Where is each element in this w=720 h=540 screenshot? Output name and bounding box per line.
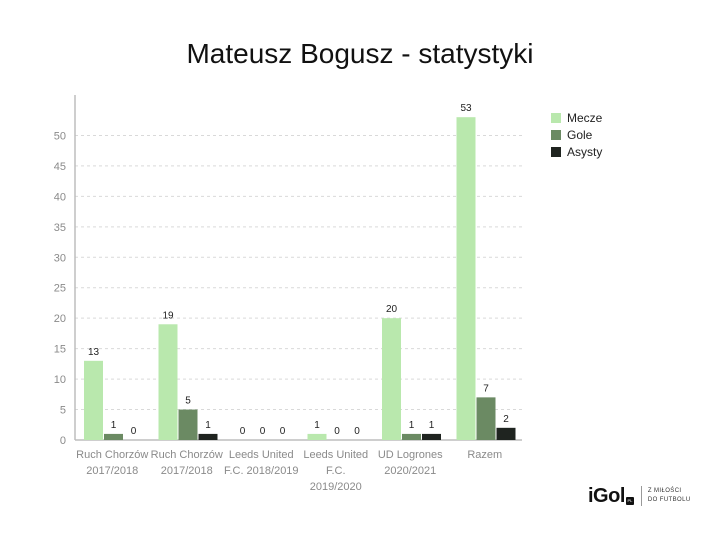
data-label: 0 bbox=[131, 426, 137, 437]
legend-swatch-asysty bbox=[551, 147, 561, 157]
bar-mecze bbox=[382, 318, 401, 440]
category-label: Ruch Chorzów 2017/2018 bbox=[151, 449, 223, 477]
data-label: 0 bbox=[334, 426, 340, 437]
legend-label-asysty: Asysty bbox=[567, 145, 602, 159]
bars bbox=[84, 117, 516, 440]
bar-mecze bbox=[456, 117, 476, 440]
data-label: 1 bbox=[409, 420, 415, 431]
bar-mecze bbox=[307, 433, 327, 440]
bar-mecze bbox=[84, 360, 103, 440]
category-label: Leeds United F.C. 2018/2019 bbox=[224, 449, 299, 477]
y-tick-label: 5 bbox=[60, 405, 66, 417]
data-label: 53 bbox=[460, 103, 472, 114]
bar-asysty bbox=[496, 427, 516, 440]
data-labels: 13 1 0 19 5 1 0 0 0 1 0 0 20 1 1 53 7 2 bbox=[88, 103, 509, 437]
grid-lines bbox=[75, 134, 522, 411]
legend-swatch-gole bbox=[551, 130, 561, 140]
category-label-line: 2017/2018 bbox=[86, 465, 138, 477]
logo-badge: PL bbox=[625, 497, 634, 505]
category-label: Ruch Chorzów 2017/2018 bbox=[76, 449, 148, 477]
category-label-line: UD Logrones bbox=[378, 449, 443, 461]
bar-asysty bbox=[422, 433, 441, 440]
y-tick-label: 50 bbox=[54, 130, 66, 142]
bar-gole bbox=[402, 433, 421, 440]
category-label: Razem bbox=[467, 449, 502, 461]
logo-separator bbox=[640, 486, 642, 506]
y-tick-label: 25 bbox=[54, 283, 66, 295]
data-label: 7 bbox=[483, 383, 489, 394]
y-tick-label: 15 bbox=[54, 344, 66, 356]
igol-logo: iGol PL Z MIŁOŚCI DO FUTBOLU bbox=[588, 484, 691, 508]
category-label-line: F.C. bbox=[326, 465, 346, 477]
category-label-line: Ruch Chorzów bbox=[151, 449, 223, 461]
category-label-line: 2017/2018 bbox=[161, 465, 213, 477]
bar-gole bbox=[104, 433, 123, 440]
data-label: 19 bbox=[162, 310, 174, 321]
data-label: 0 bbox=[280, 426, 286, 437]
bar-gole bbox=[178, 409, 198, 440]
category-label-line: Ruch Chorzów bbox=[76, 449, 148, 461]
y-tick-label: 30 bbox=[54, 252, 66, 264]
data-label: 1 bbox=[111, 420, 117, 431]
legend-label-gole: Gole bbox=[567, 128, 593, 142]
category-label-line: Razem bbox=[467, 449, 502, 461]
category-label-line: F.C. 2018/2019 bbox=[224, 465, 299, 477]
category-label: UD Logrones 2020/2021 bbox=[378, 449, 443, 477]
data-label: 0 bbox=[354, 426, 360, 437]
category-label-line: Leeds United bbox=[229, 449, 294, 461]
y-tick-label: 35 bbox=[54, 222, 66, 234]
category-label-line: Leeds United bbox=[303, 449, 368, 461]
category-label-line: 2019/2020 bbox=[310, 481, 362, 493]
data-label: 20 bbox=[386, 304, 398, 315]
legend-swatch-mecze bbox=[551, 113, 561, 123]
y-tick-label: 20 bbox=[54, 313, 66, 325]
legend-label-mecze: Mecze bbox=[567, 111, 603, 125]
logo-wordmark: iGol bbox=[588, 484, 625, 507]
bar-mecze bbox=[158, 324, 178, 440]
data-label: 13 bbox=[88, 347, 100, 358]
data-label: 0 bbox=[240, 426, 246, 437]
chart-title: Mateusz Bogusz - statystyki bbox=[186, 38, 534, 69]
y-tick-label: 10 bbox=[54, 374, 66, 386]
bar-asysty bbox=[198, 433, 218, 440]
data-label: 1 bbox=[314, 420, 320, 431]
logo-tagline: Z MIŁOŚCI DO FUTBOLU bbox=[647, 488, 691, 503]
data-label: 5 bbox=[185, 396, 191, 407]
bar-gole bbox=[476, 397, 496, 440]
data-label: 2 bbox=[503, 414, 509, 425]
data-label: 1 bbox=[205, 420, 211, 431]
y-tick-label: 45 bbox=[54, 161, 66, 173]
category-label: Leeds United F.C. 2019/2020 bbox=[303, 449, 368, 493]
y-tick-label: 0 bbox=[60, 435, 66, 447]
data-label: 0 bbox=[260, 426, 266, 437]
data-label: 1 bbox=[429, 420, 435, 431]
legend: Mecze Gole Asysty bbox=[551, 111, 603, 159]
y-tick-label: 40 bbox=[54, 191, 66, 203]
category-label-line: 2020/2021 bbox=[384, 465, 436, 477]
